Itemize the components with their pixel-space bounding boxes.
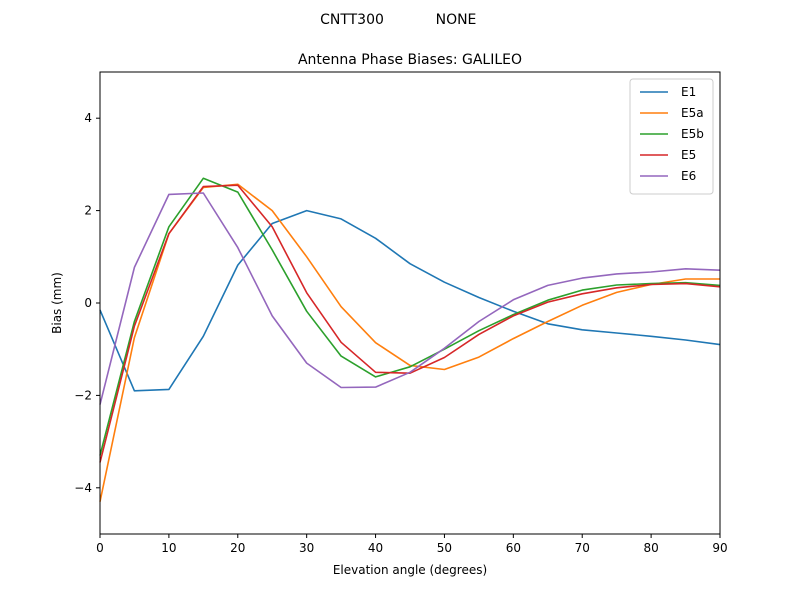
x-tick-label: 80 xyxy=(643,541,658,555)
y-axis-label: Bias (mm) xyxy=(50,272,64,334)
legend-label-e6: E6 xyxy=(681,169,696,183)
x-tick-label: 10 xyxy=(161,541,176,555)
antenna-name: CNTT300 xyxy=(320,12,384,28)
x-tick-label: 40 xyxy=(368,541,383,555)
radome-name: NONE xyxy=(436,12,477,28)
legend-box xyxy=(629,78,714,195)
legend-label-e5: E5 xyxy=(681,148,696,162)
x-tick-label: 0 xyxy=(96,541,104,555)
y-tick-label: 2 xyxy=(84,204,92,218)
x-tick-label: 50 xyxy=(437,541,452,555)
x-tick-label: 60 xyxy=(506,541,521,555)
axis-ticks: 0 10 20 30 40 50 60 70 80 90 −4 −2 0 2 4 xyxy=(74,111,727,555)
x-tick-label: 30 xyxy=(299,541,314,555)
y-tick-label: −4 xyxy=(74,481,92,495)
series-line-e6 xyxy=(99,192,721,405)
x-tick-label: 70 xyxy=(575,541,590,555)
x-tick-label: 20 xyxy=(230,541,245,555)
legend-label-e5a: E5a xyxy=(681,106,704,120)
series-line-e1 xyxy=(99,209,721,392)
y-tick-label: 0 xyxy=(84,296,92,310)
x-axis-label: Elevation angle (degrees) xyxy=(333,563,487,577)
x-tick-label: 90 xyxy=(712,541,727,555)
legend: E1 E5a E5b E5 E6 xyxy=(629,78,714,195)
y-tick-label: 4 xyxy=(84,111,92,125)
series-line-e5b xyxy=(99,177,721,456)
legend-label-e1: E1 xyxy=(681,85,696,99)
chart-title: Antenna Phase Biases: GALILEO xyxy=(298,52,522,68)
series-layer xyxy=(99,177,721,502)
legend-label-e5b: E5b xyxy=(681,127,704,141)
series-line-e5 xyxy=(99,184,721,463)
y-tick-label: −2 xyxy=(74,388,92,402)
series-line-e5a xyxy=(99,183,720,502)
plot-frame xyxy=(99,71,721,535)
